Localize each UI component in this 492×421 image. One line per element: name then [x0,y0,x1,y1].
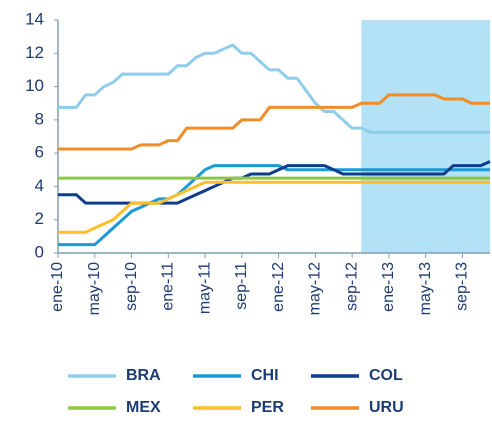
x-tick-label: sep-13 [454,262,471,311]
legend-label: PER [251,399,284,416]
y-tick-label: 2 [35,209,44,228]
x-tick-label: may-10 [86,262,103,315]
y-tick-label: 12 [25,43,44,62]
x-tick-label: ene-13 [380,262,397,312]
x-tick-label: sep-11 [233,262,250,310]
legend-label: URU [369,399,404,416]
x-tick-label: sep-10 [123,262,140,311]
x-tick-label: may-13 [417,262,434,315]
y-tick-label: 8 [35,109,44,128]
legend-label: MEX [126,399,161,416]
x-tick-label: ene-11 [160,262,177,311]
x-tick-label: may-11 [196,262,213,314]
y-tick-label: 0 [35,242,44,261]
series-line [58,180,490,234]
y-tick-label: 6 [35,143,44,162]
y-tick-label: 4 [35,176,44,195]
series-line [58,164,490,247]
forecast-shade [361,20,490,253]
series-line [58,43,490,134]
x-tick-label: may-12 [307,262,324,315]
legend-label: COL [369,367,403,384]
legend-label: BRA [126,367,161,384]
x-tick-label: sep-12 [343,262,360,311]
series-line [58,93,490,151]
y-tick-label: 14 [25,9,44,28]
x-tick-label: ene-10 [49,262,66,312]
legend-label: CHI [251,367,279,384]
x-tick-label: ene-12 [270,262,287,312]
y-tick-label: 10 [25,76,44,95]
